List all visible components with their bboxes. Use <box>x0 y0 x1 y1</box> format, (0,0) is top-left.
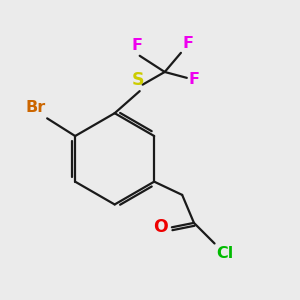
Text: S: S <box>132 71 145 89</box>
Text: O: O <box>154 218 168 236</box>
Text: F: F <box>188 72 199 87</box>
Text: F: F <box>131 38 142 53</box>
Text: Br: Br <box>26 100 46 116</box>
Text: F: F <box>182 36 194 51</box>
Text: Cl: Cl <box>216 246 233 261</box>
